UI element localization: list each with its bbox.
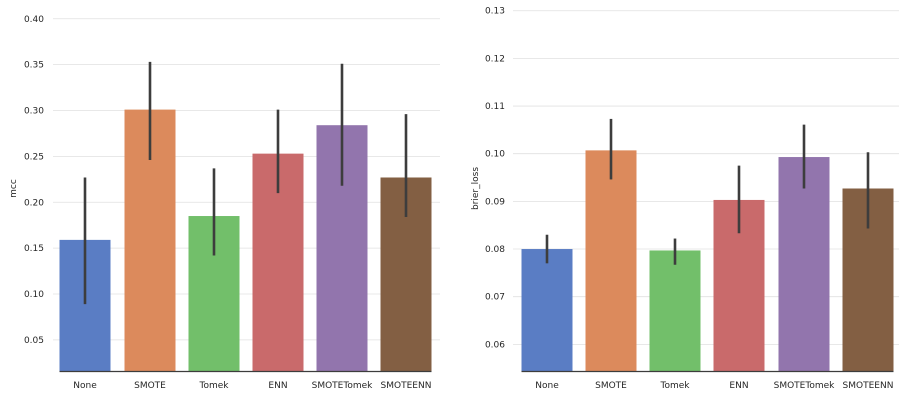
mcc-ytick-label: 0.35 [24,61,44,71]
brier-xtick-label: ENN [729,381,748,391]
brier-ytick-label: 0.06 [485,340,505,350]
brier-bar-tomek [649,250,701,372]
brier-ytick-label: 0.13 [485,7,505,17]
mcc-ytick-label: 0.15 [24,244,44,254]
mcc-xtick-label: SMOTETomek [312,381,374,391]
mcc-xtick-label: SMOTE [134,381,166,391]
brier-ytick-label: 0.08 [485,245,505,255]
mcc-ylabel: mcc [9,179,19,198]
brier-xtick-label: SMOTETomek [774,381,836,391]
brier-ytick-label: 0.07 [485,293,505,303]
brier-ylabel: brier_loss [471,167,481,210]
mcc-xtick-label: ENN [268,381,287,391]
brier-xtick-label: None [535,381,559,391]
mcc-xtick-label: SMOTEENN [381,381,432,391]
mcc-ytick-label: 0.30 [24,107,44,117]
mcc-ytick-label: 0.10 [24,290,44,300]
brier-ytick-label: 0.12 [485,54,505,64]
brier-ytick-label: 0.10 [485,150,505,160]
mcc-ytick-label: 0.20 [24,198,44,208]
brier-ytick-label: 0.11 [485,102,505,112]
brier-xtick-label: SMOTE [595,381,627,391]
mcc-xtick-label: None [73,381,97,391]
mcc-ytick-label: 0.05 [24,336,44,346]
brier-xtick-label: SMOTEENN [843,381,894,391]
brier-bar-smote [585,150,637,372]
brier-xtick-label: Tomek [660,381,691,391]
brier-bar-smotetomek [778,157,830,372]
mcc-xtick-label: Tomek [199,381,230,391]
brier-ytick-label: 0.09 [485,197,505,207]
brier-bar-none [521,249,573,372]
mcc-ytick-label: 0.40 [24,15,44,25]
mcc-ytick-label: 0.25 [24,152,44,162]
